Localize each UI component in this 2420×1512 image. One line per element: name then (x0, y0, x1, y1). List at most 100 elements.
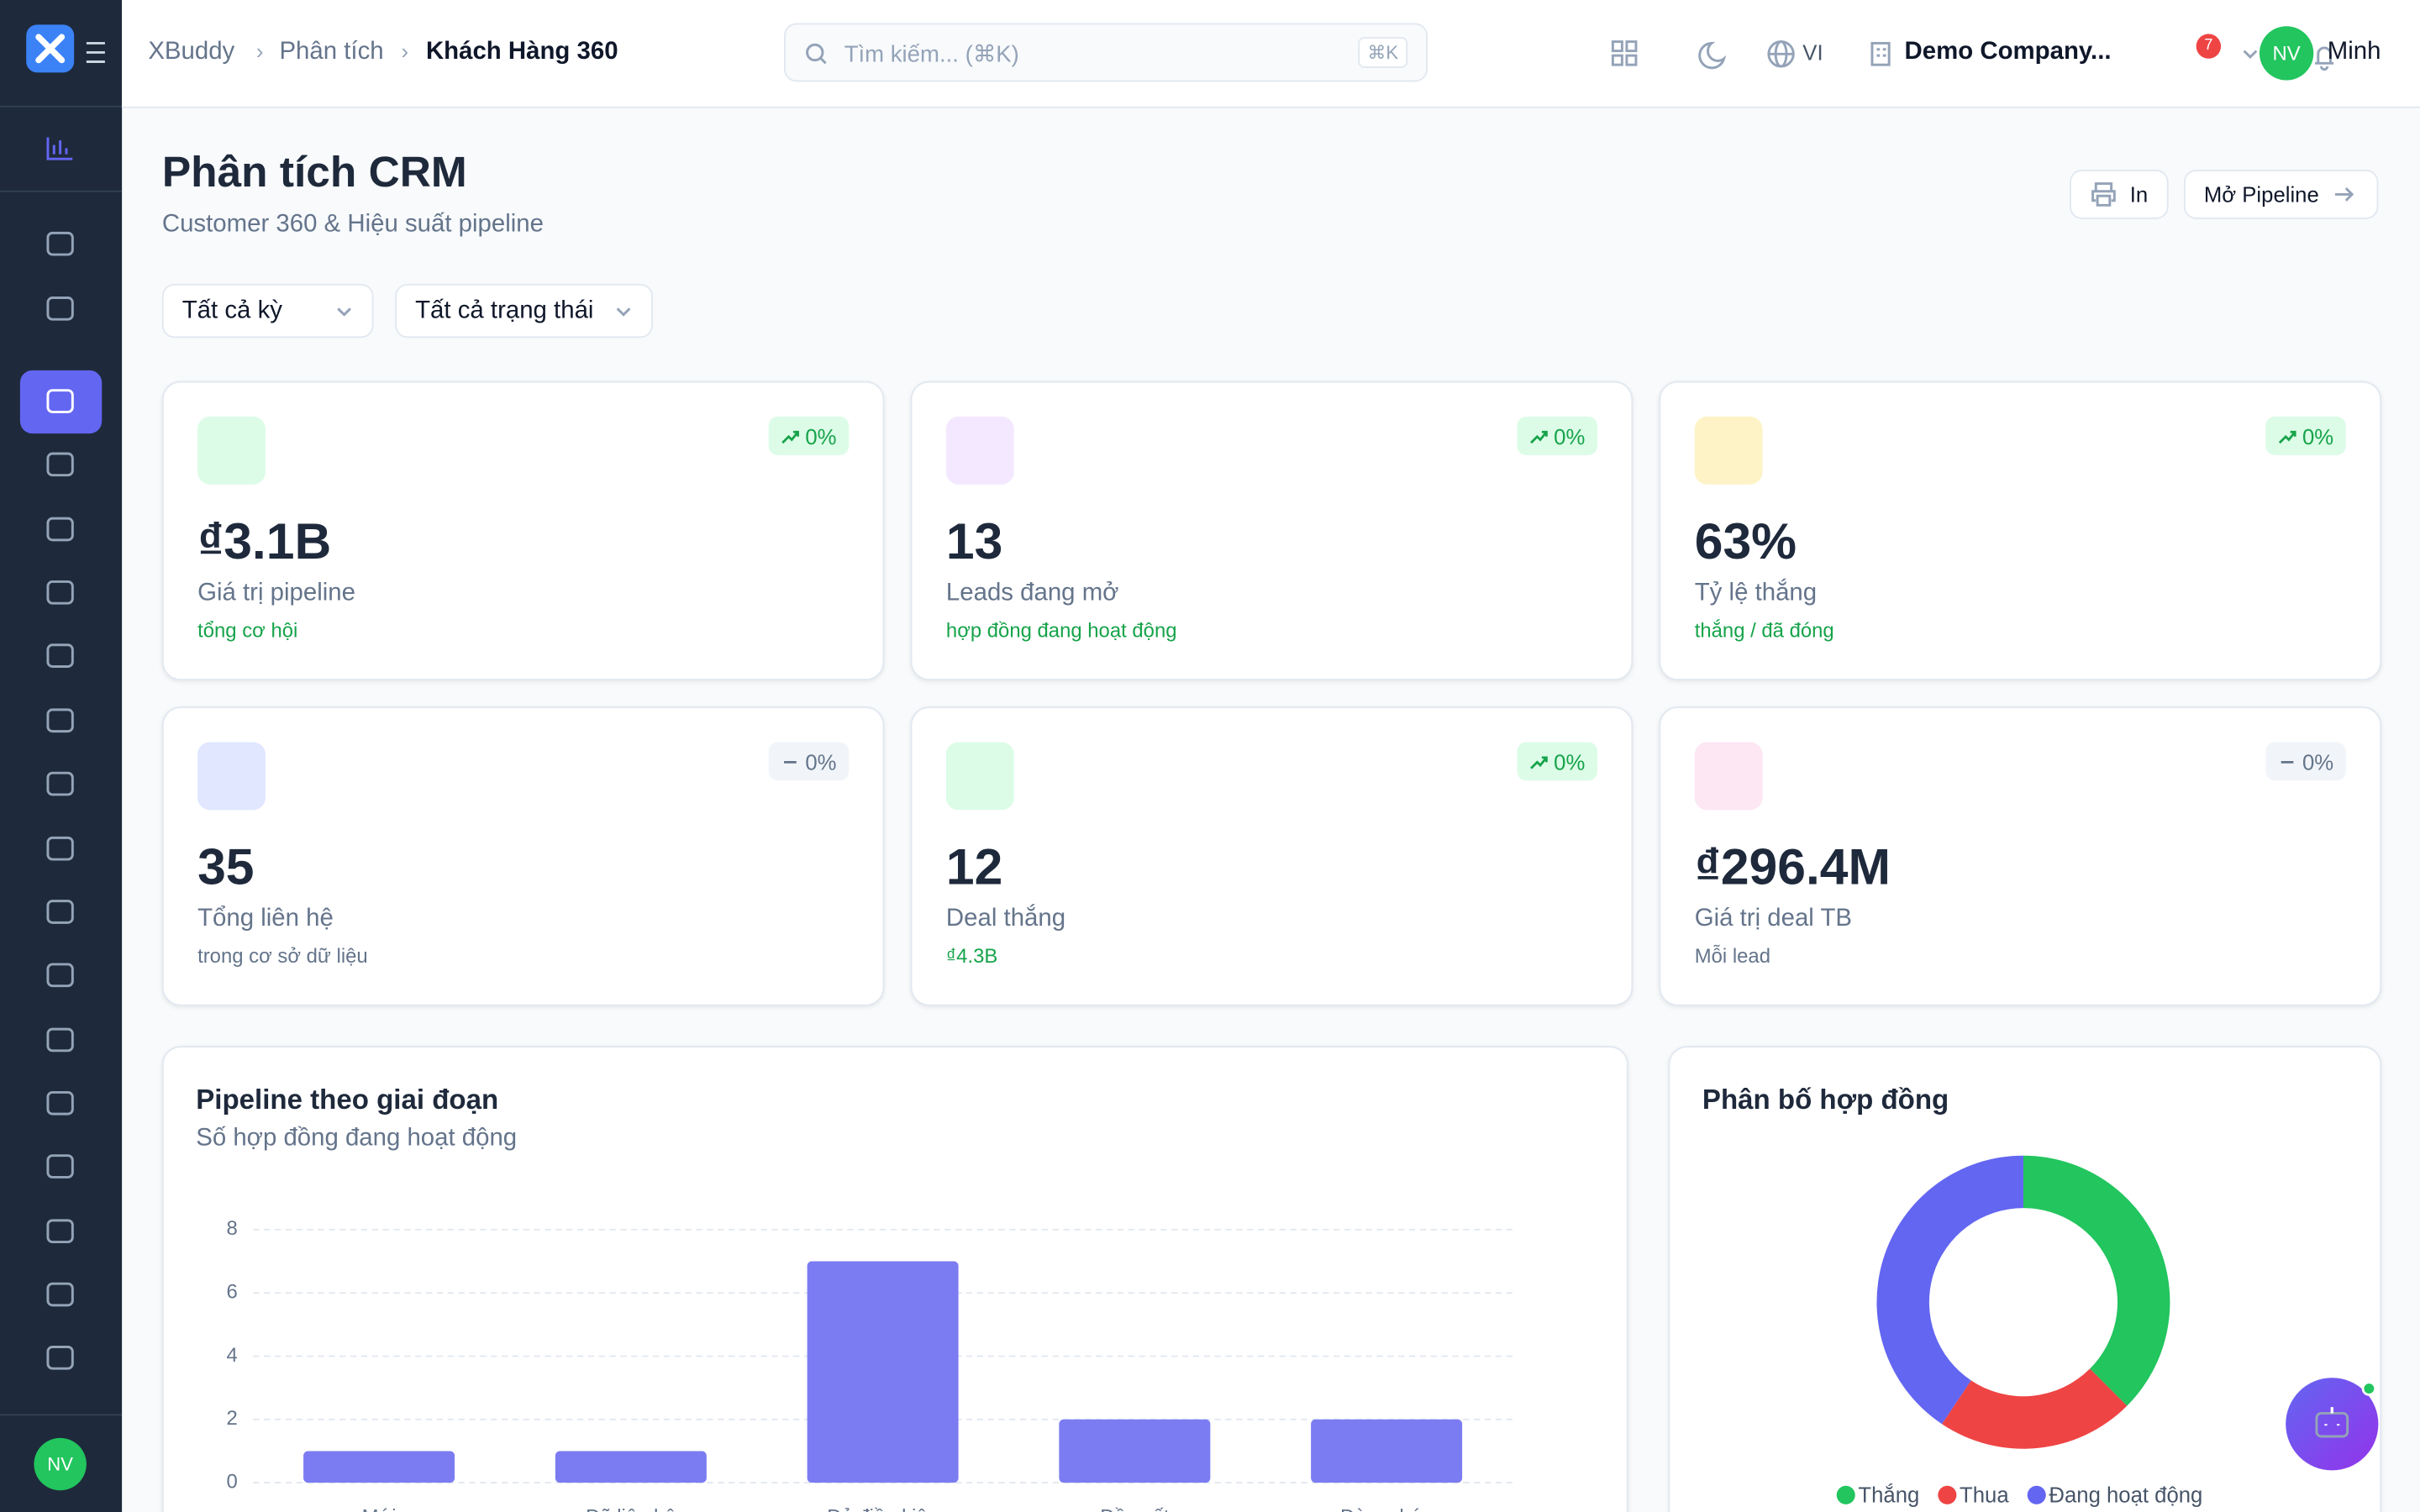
kpi-sub: trong cơ sở dữ liệu (197, 944, 368, 968)
kpi-label: Leads đang mở (945, 580, 1119, 606)
nav-item[interactable] (46, 1027, 74, 1053)
kpi-sub: tổng cơ hội (197, 618, 298, 643)
nav-item[interactable] (46, 1154, 74, 1179)
bar[interactable] (303, 1451, 455, 1483)
menu-toggle[interactable] (86, 41, 105, 63)
filter-status[interactable]: Tất cả trạng thái (395, 283, 653, 339)
nav-item[interactable] (46, 963, 74, 988)
chat-bg (2286, 1378, 2379, 1471)
x-tick-label: Đàm phán (1340, 1506, 1433, 1512)
chat-button[interactable] (2281, 1373, 2390, 1482)
nav-item[interactable] (46, 836, 74, 861)
nav-item[interactable] (46, 771, 74, 796)
bot-face (2324, 1407, 2340, 1426)
sidebar: NV (0, 0, 123, 1512)
trend-icon (2278, 429, 2296, 444)
nav-item[interactable] (46, 231, 74, 256)
nav-analytics[interactable] (46, 137, 73, 160)
pie-slice[interactable] (1876, 1155, 2023, 1425)
kpi-value: 12 (945, 837, 1003, 895)
nav-item[interactable] (46, 580, 74, 605)
language[interactable]: VI (1802, 39, 1823, 66)
kpi-label: Tổng liên hệ (197, 906, 334, 932)
print-icon (2091, 182, 2116, 207)
nav-item[interactable] (46, 389, 74, 413)
company-chevron[interactable] (2243, 50, 2258, 60)
kpi-icon (197, 742, 266, 811)
sidebar-avatar[interactable] (34, 1437, 87, 1491)
nav-item[interactable] (46, 517, 74, 542)
sidebar-icons: NV (0, 24, 123, 1491)
kpi-value: 13 (945, 512, 1003, 570)
y-tick-label: 8 (227, 1217, 238, 1240)
trend-path (781, 429, 799, 444)
chart-title: Pipeline theo giai đoạn (196, 1084, 498, 1116)
theme-icon[interactable] (1698, 41, 1727, 70)
kpi-icon (197, 416, 266, 485)
x-tick-label: Đủ điều kiện (827, 1506, 939, 1512)
x-tick-label: Mới (362, 1506, 397, 1512)
legend-label: Thắng (1858, 1483, 1919, 1507)
nav-item[interactable] (46, 297, 74, 321)
kpi-label: Tỷ lệ thắng (1694, 580, 1818, 606)
chevron (337, 307, 351, 316)
user-avatar[interactable]: NV (2259, 26, 2314, 81)
logo-mark (35, 34, 66, 64)
filter-period[interactable]: Tất cả kỳ (161, 283, 374, 339)
kpi-label: Deal thắng (945, 906, 1066, 932)
kpi-card: 0% 13 Leads đang mở hợp đồng đang hoạt động (910, 381, 1634, 681)
bar[interactable] (1311, 1419, 1463, 1483)
search-placeholder: Tìm kiếm... (⌘K) (844, 41, 1019, 68)
breadcrumb-brand[interactable]: XBuddy (148, 38, 235, 66)
kpi-badge: 0% (2265, 742, 2346, 781)
bar[interactable] (555, 1451, 707, 1483)
user-name[interactable]: Minh (2327, 38, 2381, 66)
kpi-card: 0% ₫3.1B Giá trị pipeline tổng cơ hội (161, 381, 885, 681)
kpi-icon (1694, 416, 1763, 485)
y-tick-label: 4 (227, 1344, 238, 1367)
nav-item[interactable] (46, 643, 74, 668)
pie-slice[interactable] (2023, 1155, 2170, 1406)
apps-icon[interactable] (1611, 40, 1638, 66)
nav-item[interactable] (46, 1219, 74, 1244)
bar[interactable] (1059, 1419, 1211, 1483)
kpi-badge: 0% (768, 416, 850, 455)
kpi-change: 0% (2302, 423, 2334, 449)
notification-badge: 7 (2196, 34, 2222, 59)
company-icon (1870, 41, 1891, 66)
breadcrumb-sep: › (401, 38, 409, 64)
page-subtitle: Customer 360 & Hiệu suất pipeline (161, 211, 544, 238)
legend-swatch (2027, 1485, 2046, 1504)
breadcrumb-item[interactable]: Phân tích (279, 38, 384, 66)
search-box[interactable]: Tìm kiếm... (⌘K) ⌘K (784, 23, 1428, 82)
filter-label: Tất cả trạng thái (415, 297, 594, 323)
globe-icon[interactable] (1767, 40, 1795, 68)
print-button[interactable]: In (2070, 170, 2169, 219)
x-tick-label: Đã liên hệ (586, 1506, 676, 1512)
kpi-label: Giá trị deal TB (1694, 906, 1853, 932)
trend-icon (781, 429, 799, 444)
chart-title: Phân bố hợp đồng (1702, 1084, 1949, 1116)
nav-item[interactable] (46, 708, 74, 733)
nav-item[interactable] (46, 452, 74, 477)
kpi-icon (945, 742, 1014, 811)
breadcrumb-sep: › (255, 38, 264, 64)
nav-item[interactable] (46, 1282, 74, 1307)
trend-path (2278, 429, 2296, 444)
company[interactable]: Demo Company... (1904, 38, 2112, 66)
nav-item[interactable] (46, 900, 74, 924)
nav-item[interactable] (46, 1346, 74, 1370)
nav-item[interactable] (46, 1090, 74, 1116)
legend-swatch (1938, 1485, 1957, 1504)
pipeline-button[interactable]: Mở Pipeline (2183, 170, 2379, 219)
trend-icon (1529, 755, 1548, 769)
filter-label: Tất cả kỳ (182, 297, 282, 323)
nav-active[interactable] (19, 370, 103, 434)
pie-slice[interactable] (1942, 1368, 2128, 1449)
print-label: In (2129, 181, 2149, 207)
kpi-card: 0% ₫296.4M Giá trị deal TB Mỗi lead (1659, 706, 2382, 1006)
bar[interactable] (807, 1261, 959, 1483)
bell-icon[interactable] (2315, 46, 2334, 71)
